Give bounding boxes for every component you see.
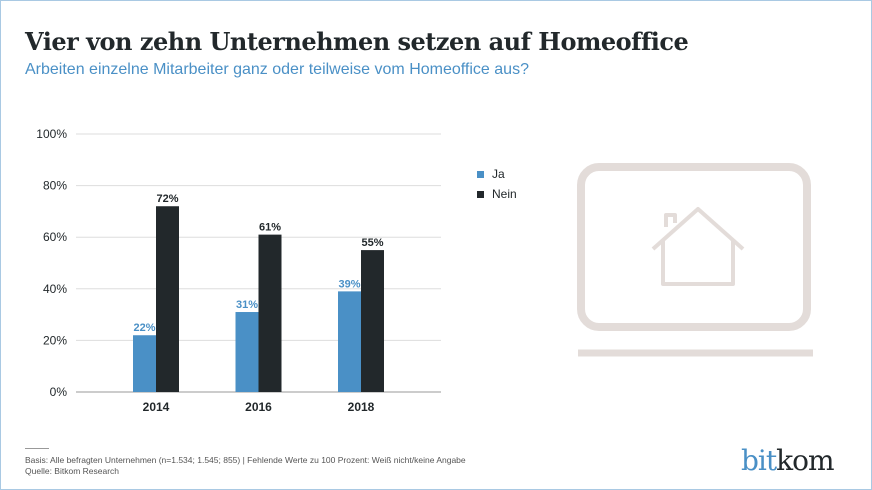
data-label: 61% (259, 222, 281, 234)
footer-source: Quelle: Bitkom Research (25, 466, 120, 476)
bitkom-logo: bitkom (741, 444, 835, 477)
y-tick-label: 0% (50, 385, 68, 399)
x-tick-label: 2014 (143, 400, 170, 414)
data-label: 39% (338, 278, 360, 290)
bar-ja (338, 291, 361, 392)
legend-label: Ja (492, 167, 505, 181)
footer-divider (25, 448, 49, 449)
y-tick-label: 60% (43, 230, 67, 244)
logo-part: kom (776, 444, 834, 477)
y-tick-label: 100% (36, 127, 67, 141)
data-label: 22% (133, 322, 155, 334)
legend-label: Nein (492, 187, 517, 201)
bar-chart: 0% 20% 40% 60% 80% 100% 22% 72% 2014 31% 61% 2016 39… (36, 127, 441, 414)
logo-part: bit (741, 444, 777, 477)
bar-ja (235, 312, 259, 392)
legend-swatch (477, 190, 484, 198)
y-tick-label: 80% (43, 179, 67, 193)
bar-ja (133, 335, 156, 392)
legend: Ja Nein (477, 164, 517, 204)
data-label: 72% (156, 193, 178, 205)
chart-title: Vier von zehn Unternehmen setzen auf Hom… (25, 27, 689, 56)
x-tick-label: 2016 (245, 400, 272, 414)
data-label: 31% (236, 299, 258, 311)
legend-swatch (477, 170, 484, 178)
laptop-home-icon (577, 163, 813, 357)
y-tick-label: 40% (43, 282, 67, 296)
bar-nein (361, 250, 384, 392)
footer-notes: Basis: Alle befragten Unternehmen (n=1.5… (25, 455, 466, 477)
chart-subtitle: Arbeiten einzelne Mitarbeiter ganz oder … (25, 61, 529, 78)
y-tick-label: 20% (43, 333, 67, 347)
bar-nein (258, 234, 282, 392)
legend-item-nein: Nein (477, 184, 517, 204)
bar-nein (156, 206, 179, 392)
data-label: 55% (361, 237, 383, 249)
legend-item-ja: Ja (477, 164, 517, 184)
footer-basis: Basis: Alle befragten Unternehmen (n=1.5… (25, 455, 466, 465)
x-tick-label: 2018 (348, 400, 375, 414)
